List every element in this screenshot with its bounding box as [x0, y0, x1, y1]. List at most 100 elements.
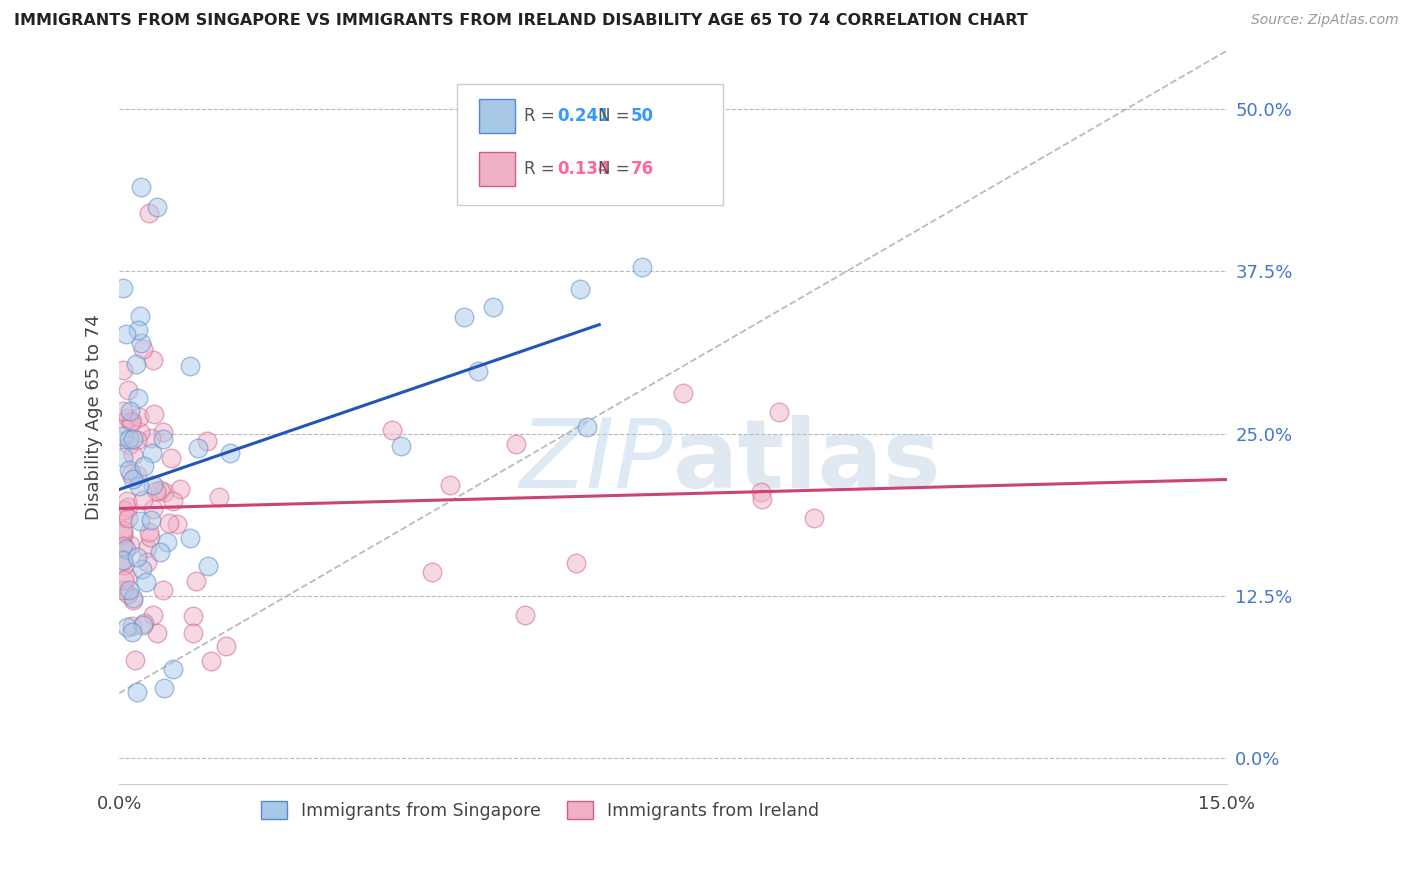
- Point: [135, 554, 157, 568]
- Point: [111, 554, 134, 568]
- Point: [568, 282, 591, 296]
- Point: [111, 539, 134, 553]
- Point: [162, 663, 184, 677]
- Point: [768, 405, 790, 419]
- Point: [132, 618, 155, 632]
- Point: [111, 450, 134, 464]
- Point: [111, 510, 134, 524]
- Point: [129, 425, 152, 440]
- Point: [576, 420, 599, 434]
- Text: ZIP: ZIP: [519, 415, 673, 508]
- Point: [749, 485, 772, 500]
- Point: [125, 550, 148, 565]
- Point: [141, 446, 163, 460]
- Text: N =: N =: [598, 160, 634, 178]
- Y-axis label: Disability Age 65 to 74: Disability Age 65 to 74: [86, 315, 103, 520]
- Point: [139, 513, 162, 527]
- Point: [132, 493, 155, 508]
- Point: [142, 502, 165, 516]
- Point: [115, 326, 138, 341]
- Text: 50: 50: [631, 107, 654, 125]
- Point: [152, 484, 174, 499]
- Point: [145, 483, 167, 498]
- Point: [146, 626, 169, 640]
- Point: [146, 200, 169, 214]
- Point: [505, 437, 527, 451]
- Point: [142, 478, 165, 492]
- Point: [125, 685, 148, 699]
- Point: [127, 323, 149, 337]
- Point: [128, 479, 150, 493]
- Point: [115, 571, 138, 585]
- FancyBboxPatch shape: [457, 84, 723, 204]
- Point: [187, 441, 209, 455]
- Point: [159, 450, 181, 465]
- Point: [439, 478, 461, 492]
- Point: [751, 491, 773, 506]
- Point: [132, 342, 155, 356]
- Point: [115, 541, 138, 556]
- Point: [152, 425, 174, 439]
- Point: [179, 359, 201, 373]
- Point: [156, 535, 179, 549]
- Point: [166, 517, 188, 532]
- Legend: Immigrants from Singapore, Immigrants from Ireland: Immigrants from Singapore, Immigrants fr…: [254, 794, 827, 827]
- Point: [111, 416, 134, 430]
- Point: [124, 653, 146, 667]
- Point: [118, 538, 141, 552]
- Point: [111, 526, 134, 541]
- Point: [129, 335, 152, 350]
- Point: [117, 411, 139, 425]
- Point: [117, 586, 139, 600]
- Point: [120, 467, 142, 481]
- Text: IMMIGRANTS FROM SINGAPORE VS IMMIGRANTS FROM IRELAND DISABILITY AGE 65 TO 74 COR: IMMIGRANTS FROM SINGAPORE VS IMMIGRANTS …: [14, 13, 1028, 29]
- Point: [169, 482, 191, 496]
- Point: [214, 639, 236, 653]
- Point: [186, 574, 208, 588]
- Point: [482, 300, 505, 314]
- Point: [127, 391, 149, 405]
- Point: [142, 352, 165, 367]
- Point: [138, 530, 160, 544]
- Point: [117, 462, 139, 476]
- Point: [139, 431, 162, 445]
- Text: atlas: atlas: [673, 415, 942, 508]
- Point: [179, 531, 201, 545]
- Point: [453, 310, 475, 324]
- Point: [122, 591, 145, 605]
- Point: [111, 539, 134, 553]
- Point: [631, 260, 654, 274]
- Point: [389, 439, 412, 453]
- Point: [111, 583, 134, 598]
- Point: [121, 472, 143, 486]
- Point: [197, 559, 219, 574]
- Text: Source: ZipAtlas.com: Source: ZipAtlas.com: [1251, 13, 1399, 28]
- Point: [120, 415, 142, 429]
- Point: [122, 593, 145, 607]
- Point: [112, 558, 135, 572]
- Point: [111, 403, 134, 417]
- Point: [515, 608, 537, 623]
- Point: [112, 552, 135, 566]
- Point: [111, 523, 134, 537]
- Text: 0.134: 0.134: [557, 160, 609, 178]
- Point: [120, 404, 142, 418]
- Point: [803, 511, 825, 525]
- Point: [128, 409, 150, 424]
- Point: [138, 525, 160, 540]
- Point: [183, 625, 205, 640]
- Point: [136, 541, 159, 556]
- Point: [128, 309, 150, 323]
- Point: [125, 357, 148, 371]
- Point: [117, 500, 139, 514]
- Point: [111, 528, 134, 542]
- Point: [152, 432, 174, 446]
- Point: [117, 511, 139, 525]
- Point: [134, 615, 156, 630]
- Text: R =: R =: [523, 107, 560, 125]
- Point: [111, 362, 134, 376]
- Point: [121, 618, 143, 632]
- Point: [200, 655, 222, 669]
- Point: [153, 681, 176, 695]
- Point: [115, 620, 138, 634]
